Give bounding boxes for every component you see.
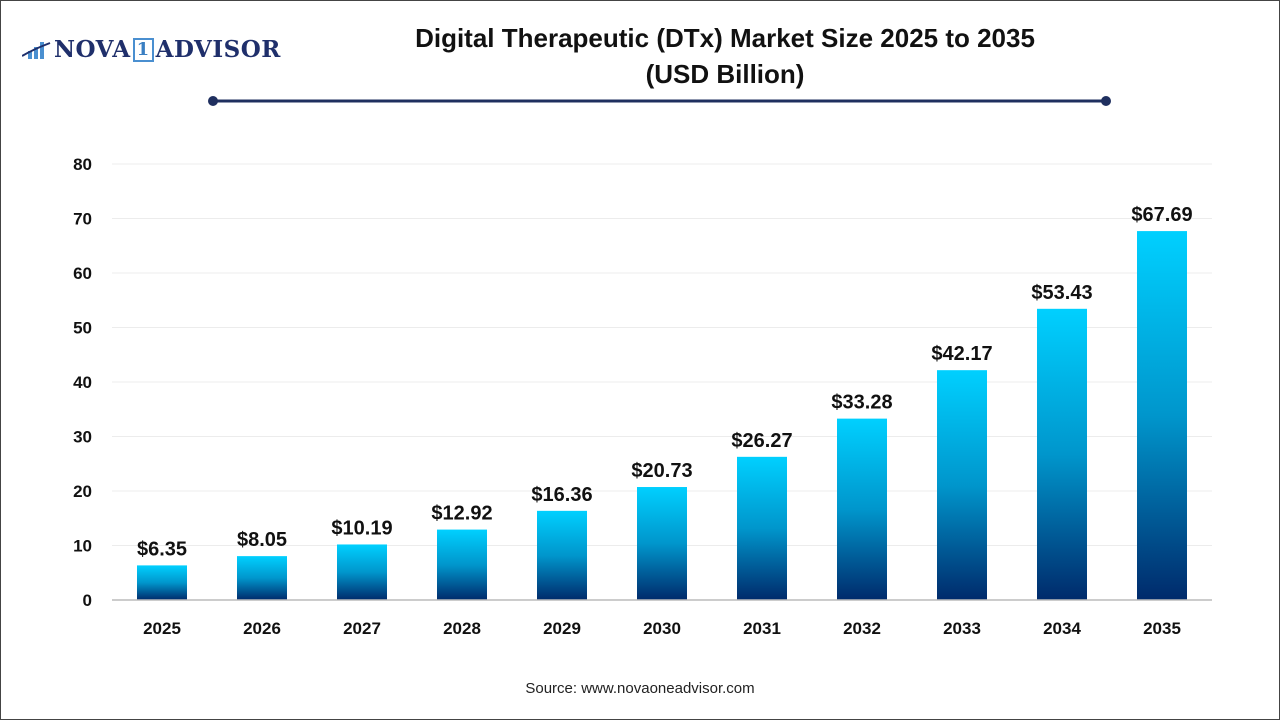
x-tick-label: 2025 bbox=[143, 619, 181, 638]
data-label: $6.35 bbox=[137, 538, 187, 560]
x-tick-label: 2029 bbox=[543, 619, 581, 638]
chart-title-block: Digital Therapeutic (DTx) Market Size 20… bbox=[300, 20, 1150, 92]
bar bbox=[937, 370, 987, 600]
logo-text-mid: 1 bbox=[132, 37, 154, 62]
bar bbox=[1137, 231, 1187, 601]
y-tick-label: 10 bbox=[73, 537, 92, 556]
y-tick-label: 80 bbox=[73, 155, 92, 174]
bar bbox=[1037, 308, 1087, 600]
x-tick-label: 2034 bbox=[1043, 619, 1081, 638]
source-note: Source: www.novaoneadvisor.com bbox=[525, 680, 755, 697]
data-label: $8.05 bbox=[237, 529, 287, 551]
logo-text-right: ADVISOR bbox=[155, 36, 281, 63]
data-label: $33.28 bbox=[831, 392, 892, 414]
y-tick-label: 60 bbox=[73, 264, 92, 283]
bar bbox=[737, 456, 787, 600]
bar bbox=[237, 556, 287, 600]
chart-subtitle: (USD Billion) bbox=[645, 59, 805, 89]
bar bbox=[437, 529, 487, 600]
bar bbox=[537, 510, 587, 600]
title-underline-dot-left bbox=[208, 96, 218, 106]
data-label: $10.19 bbox=[331, 517, 392, 539]
data-label: $26.27 bbox=[731, 430, 792, 452]
x-tick-label: 2033 bbox=[943, 619, 981, 638]
x-tick-label: 2028 bbox=[443, 619, 481, 638]
x-tick-label: 2030 bbox=[643, 619, 681, 638]
bar bbox=[837, 418, 887, 600]
data-label: $67.69 bbox=[1131, 204, 1192, 226]
bar bbox=[337, 544, 387, 600]
x-tick-label: 2026 bbox=[243, 619, 281, 638]
data-label: $20.73 bbox=[631, 460, 692, 482]
x-tick-label: 2035 bbox=[1143, 619, 1181, 638]
x-tick-label: 2032 bbox=[843, 619, 881, 638]
bar bbox=[637, 487, 687, 600]
y-tick-label: 0 bbox=[83, 591, 92, 610]
y-tick-label: 30 bbox=[73, 428, 92, 447]
y-tick-label: 40 bbox=[73, 373, 92, 392]
y-tick-label: 70 bbox=[73, 210, 92, 229]
title-underline-dot-right bbox=[1101, 96, 1111, 106]
data-label: $53.43 bbox=[1031, 282, 1092, 304]
data-label: $16.36 bbox=[531, 484, 592, 506]
y-tick-label: 20 bbox=[73, 482, 92, 501]
data-label: $12.92 bbox=[431, 503, 492, 525]
logo: NOVA 1 ADVISOR bbox=[22, 36, 281, 63]
logo-text-left: NOVA bbox=[54, 36, 131, 63]
bar bbox=[137, 565, 187, 600]
x-tick-label: 2031 bbox=[743, 619, 781, 638]
y-tick-label: 50 bbox=[73, 319, 92, 338]
x-tick-label: 2027 bbox=[343, 619, 381, 638]
chart-title: Digital Therapeutic (DTx) Market Size 20… bbox=[415, 23, 1035, 53]
logo-bars-icon bbox=[22, 41, 51, 59]
data-label: $42.17 bbox=[931, 343, 992, 365]
